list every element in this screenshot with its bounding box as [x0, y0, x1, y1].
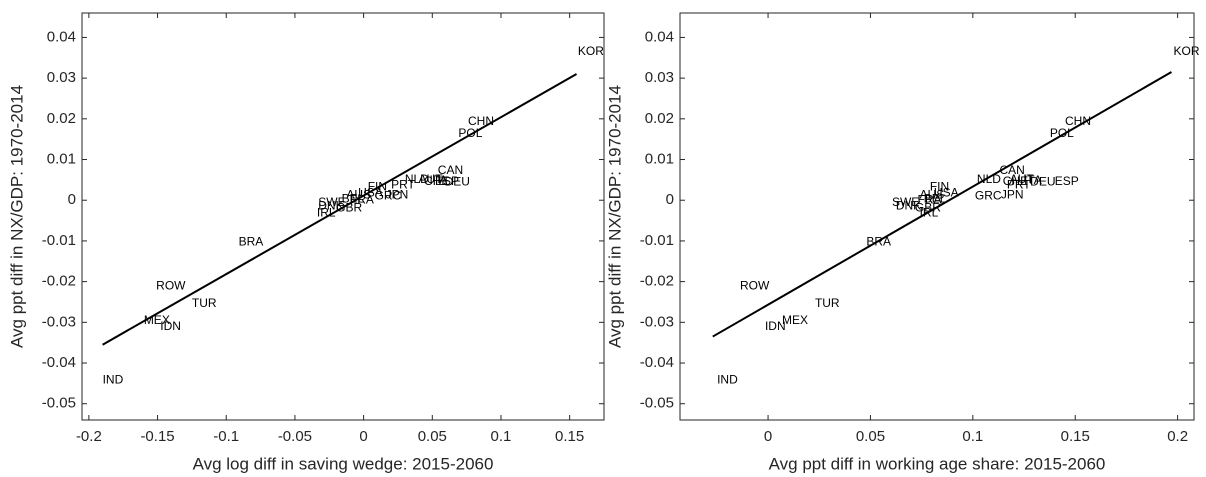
point-label: FIN: [368, 179, 387, 193]
point-label: CHN: [1065, 114, 1091, 128]
point-label: IND: [103, 372, 124, 386]
x-tick-label: -0.15: [140, 428, 174, 445]
y-tick-label: -0.03: [42, 313, 76, 330]
x-tick-label: 0.05: [418, 428, 447, 445]
x-tick-label: 0.15: [1061, 428, 1090, 445]
point-label: GRC: [375, 188, 402, 202]
point-label: TUR: [815, 296, 840, 310]
y-tick-label: 0: [666, 191, 674, 208]
y-tick-label: 0.03: [47, 69, 76, 86]
point-label: ITA: [1024, 173, 1042, 187]
x-tick-label: 0: [764, 428, 772, 445]
point-label: FIN: [930, 179, 949, 193]
point-label: ESP: [1055, 174, 1079, 188]
y-tick-label: -0.04: [640, 354, 674, 371]
point-label: JPN: [1001, 188, 1024, 202]
point-label: AUS: [920, 188, 945, 202]
y-axis-label: Avg ppt diff in NX/GDP: 1970-2014: [605, 85, 624, 348]
point-label: TUR: [192, 296, 217, 310]
point-label: FRA: [350, 192, 374, 206]
point-label: BEL: [342, 192, 365, 206]
point-label: GRC: [975, 188, 1002, 202]
point-label: CHE: [1003, 174, 1028, 188]
y-tick-label: 0.01: [645, 150, 674, 167]
point-label: CHN: [468, 114, 494, 128]
y-tick-label: -0.05: [640, 395, 674, 412]
y-tick-label: 0.03: [645, 69, 674, 86]
point-label: ITA: [430, 173, 448, 187]
axes-box: [679, 12, 1195, 421]
point-label: PRT: [1007, 177, 1031, 191]
point-label: FRA: [918, 192, 942, 206]
y-tick-label: -0.05: [42, 395, 76, 412]
point-label: AUT: [419, 172, 444, 186]
y-axis-label: Avg ppt diff in NX/GDP: 1970-2014: [7, 85, 26, 348]
point-label: GBR: [336, 201, 362, 215]
point-label: SWE: [892, 195, 919, 209]
y-tick-label: -0.01: [640, 232, 674, 249]
point-label: IRL: [920, 205, 939, 219]
point-label: MEX: [782, 313, 808, 327]
point-label: ROW: [156, 279, 186, 293]
y-tick-label: 0.01: [47, 150, 76, 167]
y-tick-label: 0.02: [47, 110, 76, 127]
point-label: IDN: [160, 319, 181, 333]
point-label: MEX: [144, 313, 170, 327]
point-label: AUS: [346, 188, 371, 202]
y-tick-label: -0.02: [42, 273, 76, 290]
x-tick-label: -0.1: [213, 428, 239, 445]
point-label: DNK: [318, 198, 343, 212]
point-label: USA: [358, 185, 383, 199]
point-label: CAN: [438, 163, 463, 177]
point-label: USA: [934, 185, 959, 199]
point-label: KOR: [578, 44, 604, 58]
x-axis-label: Avg ppt diff in working age share: 2015-…: [769, 454, 1106, 473]
y-tick-label: 0.04: [645, 28, 674, 45]
point-label: AUT: [1010, 172, 1035, 186]
point-label: CAN: [999, 163, 1024, 177]
point-label: CHE: [424, 174, 449, 188]
point-label: BRA: [866, 235, 891, 249]
x-tick-label: -0.05: [278, 428, 312, 445]
y-tick-label: -0.02: [640, 273, 674, 290]
fit-line: [102, 73, 578, 346]
point-label: ROW: [740, 279, 770, 293]
point-label: NLD: [977, 172, 1001, 186]
x-tick-label: 0.1: [491, 428, 512, 445]
x-axis-label: Avg log diff in saving wedge: 2015-2060: [193, 454, 494, 473]
x-tick-label: 0.05: [856, 428, 885, 445]
point-label: GBR: [915, 201, 941, 215]
y-tick-label: 0.02: [645, 110, 674, 127]
x-tick-label: 0.15: [555, 428, 584, 445]
x-tick-label: 0.1: [962, 428, 983, 445]
y-tick-label: 0: [68, 191, 76, 208]
point-label: IDN: [765, 319, 786, 333]
axes-box: [81, 12, 605, 421]
point-label: NLD: [405, 172, 429, 186]
point-label: KOR: [1174, 44, 1200, 58]
y-tick-label: -0.03: [640, 313, 674, 330]
x-tick-label: -0.2: [76, 428, 102, 445]
y-tick-label: -0.04: [42, 354, 76, 371]
point-label: BEL: [924, 192, 947, 206]
y-tick-label: 0.04: [47, 28, 76, 45]
point-label: JPN: [386, 188, 409, 202]
point-label: POL: [458, 126, 482, 140]
point-label: IRL: [317, 205, 336, 219]
point-label: BRA: [239, 235, 264, 249]
point-label: PRT: [391, 177, 415, 191]
point-label: DEU: [1030, 174, 1055, 188]
y-tick-label: -0.01: [42, 232, 76, 249]
point-label: ESP: [435, 174, 459, 188]
point-label: DNK: [896, 198, 921, 212]
point-label: IND: [717, 372, 738, 386]
point-label: SWE: [318, 195, 345, 209]
point-label: DEU: [445, 174, 470, 188]
point-label: POL: [1050, 126, 1074, 140]
x-tick-label: 0: [359, 428, 367, 445]
x-tick-label: 0.2: [1167, 428, 1188, 445]
fit-line: [712, 71, 1172, 338]
